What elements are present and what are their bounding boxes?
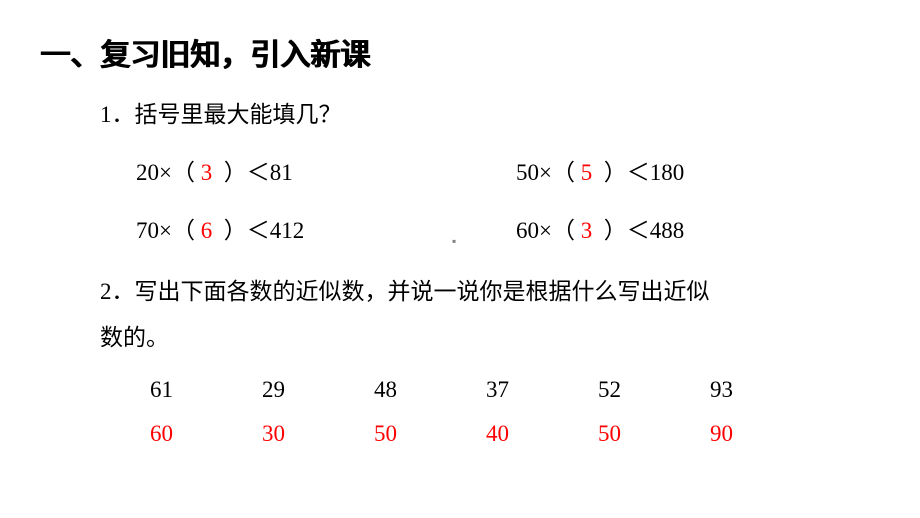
q2-approx-value: 30: [262, 421, 374, 447]
center-bullet-icon: ▪: [452, 234, 456, 249]
q1-row-1: 20×（ 3 ）＜81 50×（ 5 ）＜180: [100, 153, 880, 187]
q2-approx-value: 50: [598, 421, 710, 447]
q2-approx-value: 90: [710, 421, 822, 447]
q1-eq-2a: 70×（ 6 ）＜412: [136, 211, 516, 245]
q2-number: 93: [710, 377, 822, 403]
q2-approx-value: 60: [150, 421, 262, 447]
eq-prefix: 60×（: [516, 211, 575, 245]
q2-number: 61: [150, 377, 262, 403]
q2-numbers: 61 29 48 37 52 93: [100, 377, 880, 403]
eq-pad: [592, 160, 604, 186]
eq-pad: [592, 218, 604, 244]
eq-suffix: ）＜412: [224, 211, 305, 245]
q2-number: 29: [262, 377, 374, 403]
eq-answer: 3: [201, 160, 213, 186]
q2-number: 52: [598, 377, 710, 403]
q2-line2: 数的。: [100, 325, 169, 350]
eq-suffix: ）＜180: [604, 153, 685, 187]
eq-prefix: 20×（: [136, 153, 195, 187]
eq-pad: [212, 218, 224, 244]
eq-answer: 3: [581, 218, 593, 244]
section-title: 一、复习旧知，引入新课: [40, 30, 880, 74]
eq-suffix: ）＜81: [224, 153, 293, 187]
q1-row-2: 70×（ 6 ）＜412 60×（ 3 ）＜488: [100, 211, 880, 245]
q2-approx-value: 50: [374, 421, 486, 447]
q2-line1: 2．写出下面各数的近似数，并说一说你是根据什么写出近似: [100, 279, 710, 304]
content-area: 1．括号里最大能填几？ 20×（ 3 ）＜81 50×（ 5 ）＜180 70×…: [40, 98, 880, 447]
q2-prompt: 2．写出下面各数的近似数，并说一说你是根据什么写出近似 数的。: [100, 269, 880, 361]
q1-eq-2b: 60×（ 3 ）＜488: [516, 211, 684, 245]
q2-number: 48: [374, 377, 486, 403]
q1-eq-1a: 20×（ 3 ）＜81: [136, 153, 516, 187]
q1-prompt: 1．括号里最大能填几？: [100, 98, 880, 133]
q2-approx: 60 30 50 40 50 90: [100, 421, 880, 447]
eq-pad: [212, 160, 224, 186]
eq-suffix: ）＜488: [604, 211, 685, 245]
q1-eq-1b: 50×（ 5 ）＜180: [516, 153, 684, 187]
q2-approx-value: 40: [486, 421, 598, 447]
eq-prefix: 50×（: [516, 153, 575, 187]
eq-prefix: 70×（: [136, 211, 195, 245]
q2-number: 37: [486, 377, 598, 403]
eq-answer: 5: [581, 160, 593, 186]
eq-answer: 6: [201, 218, 213, 244]
